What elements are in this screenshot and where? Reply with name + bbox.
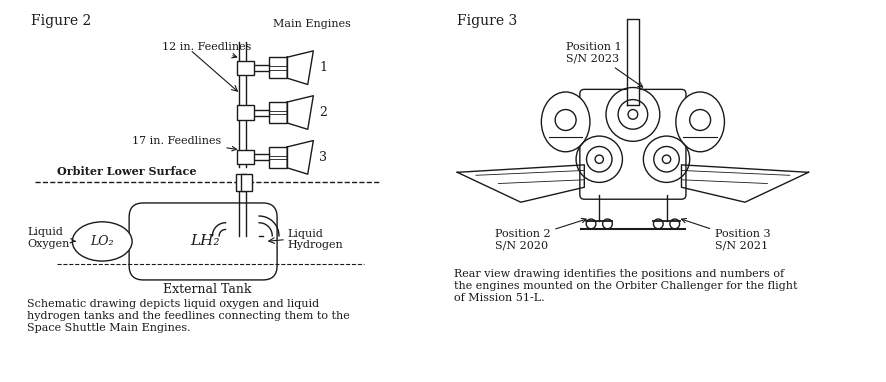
Polygon shape	[287, 96, 314, 129]
Bar	[268, 147, 287, 168]
Polygon shape	[287, 51, 314, 84]
Polygon shape	[681, 165, 809, 202]
Text: 3: 3	[319, 151, 327, 164]
Bar	[241, 174, 252, 191]
FancyBboxPatch shape	[129, 203, 277, 280]
Polygon shape	[287, 141, 314, 174]
Text: Rear view drawing identifies the positions and numbers of
the engines mounted on: Rear view drawing identifies the positio…	[454, 269, 797, 303]
Text: External Tank: External Tank	[163, 283, 251, 296]
Bar	[237, 150, 253, 165]
Text: 12 in. Feedlines: 12 in. Feedlines	[162, 42, 252, 58]
FancyBboxPatch shape	[579, 89, 686, 199]
Text: Figure 3: Figure 3	[457, 13, 517, 28]
Bar	[268, 102, 287, 123]
Bar	[237, 61, 253, 75]
Text: 17 in. Feedlines: 17 in. Feedlines	[132, 136, 237, 151]
Text: Orbiter Lower Surface: Orbiter Lower Surface	[58, 166, 197, 177]
Ellipse shape	[541, 92, 590, 152]
Text: Position 2
S/N 2020: Position 2 S/N 2020	[494, 219, 587, 250]
Text: Liquid
Hydrogen: Liquid Hydrogen	[287, 229, 343, 250]
Text: 1: 1	[319, 61, 327, 74]
Polygon shape	[627, 19, 639, 105]
Bar	[237, 105, 253, 120]
Text: Schematic drawing depicts liquid oxygen and liquid
hydrogen tanks and the feedli: Schematic drawing depicts liquid oxygen …	[27, 299, 350, 333]
Bar	[268, 57, 287, 78]
Text: LH₂: LH₂	[190, 235, 220, 248]
Text: 2: 2	[319, 106, 327, 119]
Text: LO₂: LO₂	[90, 235, 114, 248]
Ellipse shape	[73, 222, 132, 261]
Text: Position 3
S/N 2021: Position 3 S/N 2021	[681, 219, 771, 250]
Polygon shape	[457, 165, 585, 202]
Text: Main Engines: Main Engines	[273, 19, 350, 29]
Text: Figure 2: Figure 2	[31, 13, 91, 28]
Ellipse shape	[676, 92, 725, 152]
Bar	[236, 174, 246, 191]
Text: Liquid
Oxygen: Liquid Oxygen	[27, 227, 75, 249]
Text: Position 1
S/N 2023: Position 1 S/N 2023	[565, 42, 642, 87]
